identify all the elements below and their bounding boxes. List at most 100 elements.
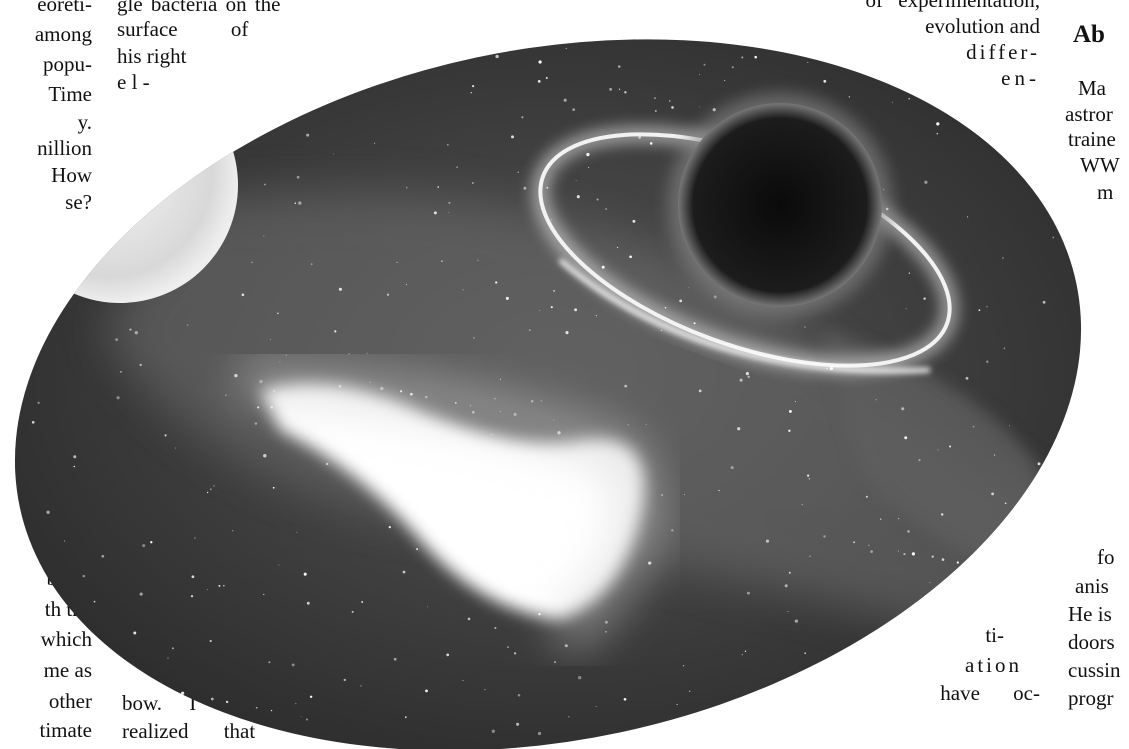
- star: [11, 253, 15, 257]
- star: [272, 486, 275, 489]
- star: [807, 61, 809, 63]
- star: [654, 109, 657, 113]
- star: [167, 657, 169, 659]
- star: [738, 5, 740, 7]
- star: [605, 208, 607, 210]
- star: [669, 100, 671, 102]
- star: [765, 539, 770, 543]
- star: [471, 182, 474, 184]
- star: [471, 7, 474, 10]
- star: [374, 142, 376, 144]
- star: [596, 198, 599, 201]
- star: [539, 310, 541, 312]
- star: [823, 535, 826, 538]
- star: [21, 254, 23, 256]
- star: [26, 256, 30, 259]
- star: [225, 700, 229, 704]
- star: [1091, 461, 1094, 464]
- star: [210, 697, 214, 701]
- star: [848, 96, 851, 98]
- nebula-glow: [239, 360, 660, 656]
- star: [433, 211, 437, 215]
- star: [1092, 668, 1094, 670]
- star: [645, 423, 647, 425]
- star: [751, 26, 755, 30]
- star: [978, 309, 981, 312]
- star: [206, 588, 208, 590]
- star: [556, 38, 559, 40]
- star: [139, 592, 143, 596]
- star: [924, 180, 928, 184]
- star: [366, 352, 368, 354]
- star: [330, 92, 332, 94]
- star: [209, 639, 212, 643]
- star: [936, 122, 940, 126]
- star: [343, 678, 346, 682]
- star: [306, 718, 308, 721]
- star: [296, 175, 300, 179]
- star: [470, 91, 473, 94]
- star: [827, 697, 829, 699]
- text-line: evolution and: [925, 14, 1040, 38]
- star: [57, 275, 60, 278]
- text-line: cussin: [1068, 658, 1121, 682]
- star: [152, 166, 155, 169]
- star: [1111, 486, 1114, 490]
- star: [1003, 21, 1005, 24]
- star: [1071, 0, 1074, 3]
- star: [553, 290, 555, 292]
- star: [601, 265, 605, 269]
- star: [467, 617, 471, 621]
- star: [456, 166, 459, 169]
- moon: [2, 67, 238, 303]
- star: [1000, 709, 1003, 711]
- star: [794, 619, 799, 623]
- star: [191, 737, 194, 740]
- star: [471, 84, 475, 88]
- star: [91, 107, 93, 109]
- star: [170, 24, 173, 27]
- star: [129, 328, 132, 331]
- star: [79, 120, 81, 122]
- star: [441, 260, 443, 263]
- star: [225, 394, 227, 397]
- star: [703, 63, 706, 66]
- star: [31, 682, 36, 686]
- star: [683, 493, 686, 496]
- star: [898, 518, 900, 520]
- star: [967, 216, 969, 218]
- star: [545, 76, 548, 80]
- star: [1077, 242, 1080, 245]
- star: [572, 108, 576, 111]
- star: [499, 378, 501, 380]
- star: [949, 445, 952, 448]
- star: [190, 595, 194, 598]
- star: [741, 653, 743, 656]
- star: [63, 191, 66, 194]
- accretion-ring-front: [558, 258, 931, 374]
- star: [731, 66, 734, 69]
- star: [698, 106, 700, 108]
- star: [654, 97, 656, 99]
- star: [92, 219, 96, 223]
- star: [1023, 146, 1027, 150]
- star: [86, 659, 88, 661]
- star: [46, 510, 50, 514]
- star: [671, 529, 674, 532]
- star: [180, 691, 185, 695]
- star: [96, 258, 98, 260]
- star: [1088, 596, 1093, 600]
- star: [970, 603, 972, 605]
- star: [1097, 245, 1099, 247]
- star: [427, 606, 429, 608]
- star: [19, 140, 22, 143]
- star: [1097, 213, 1099, 215]
- star: [676, 703, 678, 706]
- star: [764, 708, 766, 710]
- star: [171, 647, 174, 650]
- star: [33, 165, 37, 169]
- star: [187, 0, 191, 4]
- star: [264, 183, 266, 186]
- star: [1102, 736, 1104, 738]
- star: [632, 219, 636, 223]
